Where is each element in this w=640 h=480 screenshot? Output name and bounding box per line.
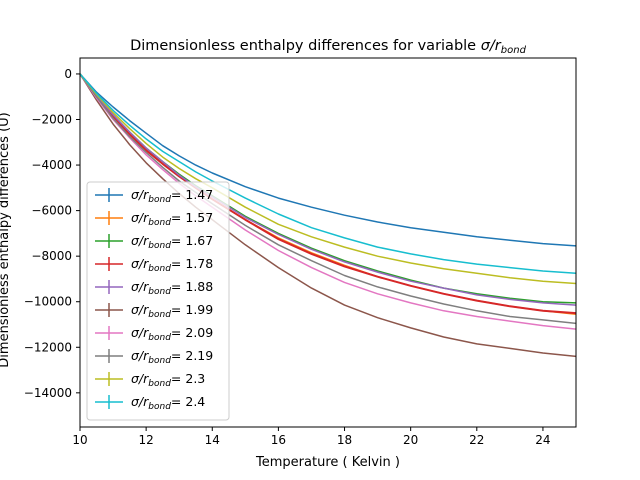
series-line-1-78 [79,73,577,315]
legend-entry-label: σ/rbond= 2.4 [131,394,205,412]
y-tick-label: −10000 [24,295,72,309]
x-tick-label: 18 [337,433,352,447]
y-axis-ticks: 0 −2000 −4000 −6000 −8000 −10000 −12000 −14000 [24,67,80,400]
y-axis-label: Dimensionless enthalpy differences (U) [0,112,12,367]
y-tick-label: −12000 [24,340,72,354]
series-line-2-4 [79,73,577,275]
y-tick-label: −14000 [24,386,72,400]
y-tick-label: −6000 [31,204,72,218]
series-line-2-09 [79,73,577,330]
x-axis-ticks: 10 12 14 16 18 20 22 24 [72,427,551,447]
chart-title-sigma: σ/r [481,38,502,54]
series-line-1-99 [79,73,577,358]
plot-lines [79,73,577,358]
x-tick-label: 20 [403,433,418,447]
legend-entry-label: σ/rbond= 1.88 [131,279,213,297]
x-tick-label: 22 [469,433,484,447]
legend: σ/rbond= 1.47 σ/rbond= 1.57 σ/rbond= 1.67 σ… [86,181,230,421]
legend-entry-label: σ/rbond= 1.78 [131,256,213,274]
plot-frame [79,57,577,428]
x-tick-label: 24 [535,433,550,447]
chart-title: Dimensionless enthalpy differences for v… [130,38,527,56]
legend-entry-label: σ/rbond= 2.09 [131,325,213,343]
chart-title-prefix: Dimensionless enthalpy differences for v… [130,38,481,54]
legend-entry-label: σ/rbond= 1.99 [131,302,213,320]
x-tick-label: 16 [271,433,286,447]
legend-entry-label: σ/rbond= 2.3 [131,371,205,389]
series-line-2-19 [79,73,577,325]
legend-entry-label: σ/rbond= 1.47 [131,187,213,205]
series-line-1-88 [79,73,577,306]
y-tick-label: −4000 [31,158,72,172]
y-tick-label: −2000 [31,113,72,127]
legend-entry-label: σ/rbond= 2.19 [131,348,213,366]
chart-title-subscript: bond [501,45,527,56]
x-axis-label: Temperature ( Kelvin ) [255,455,400,470]
series-line-2-3 [79,73,577,285]
series-line-1-47 [79,73,577,247]
x-tick-label: 14 [205,433,220,447]
x-tick-label: 10 [72,433,87,447]
legend-entry-label: σ/rbond= 1.57 [131,210,213,228]
y-tick-label: −8000 [31,249,72,263]
y-tick-label: 0 [64,67,72,81]
x-tick-label: 12 [138,433,153,447]
legend-entry-label: σ/rbond= 1.67 [131,233,213,251]
